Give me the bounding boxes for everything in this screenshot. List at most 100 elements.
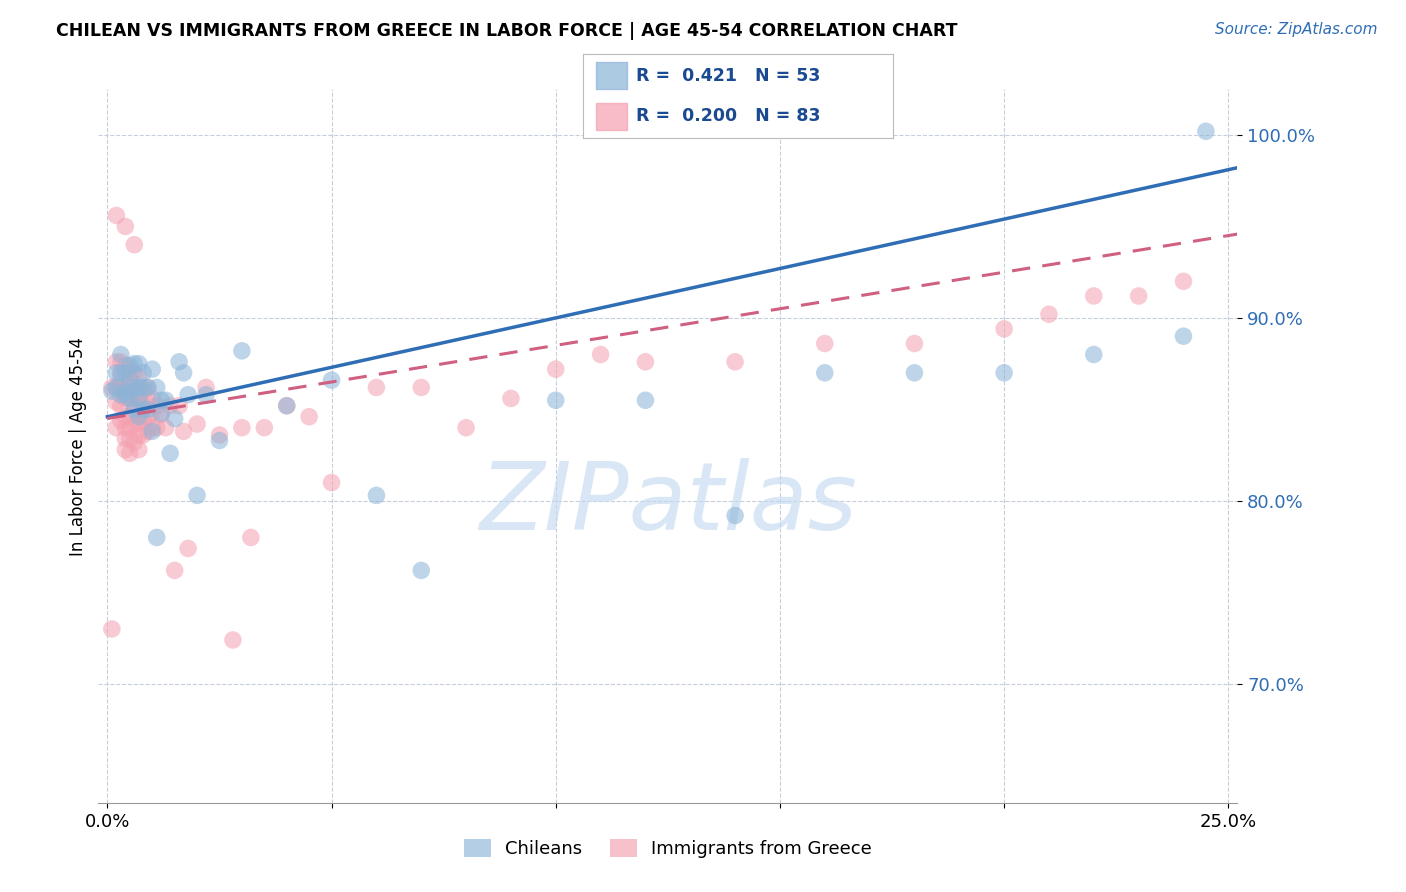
Point <box>814 366 837 380</box>
Point <box>1038 307 1060 321</box>
Point <box>132 402 155 417</box>
Point <box>110 366 132 380</box>
Point <box>276 399 298 413</box>
Point <box>118 420 141 434</box>
Point <box>208 434 231 448</box>
Point <box>155 420 177 434</box>
Point <box>110 355 132 369</box>
Point <box>118 366 141 380</box>
Point <box>231 343 253 358</box>
Point <box>195 388 218 402</box>
Point <box>110 380 132 394</box>
Point <box>903 336 925 351</box>
Point <box>150 406 173 420</box>
Point <box>124 384 146 398</box>
Point <box>145 380 167 394</box>
Point <box>132 384 155 398</box>
Point <box>105 355 128 369</box>
Point <box>239 531 262 545</box>
Point <box>132 380 155 394</box>
Text: CHILEAN VS IMMIGRANTS FROM GREECE IN LABOR FORCE | AGE 45-54 CORRELATION CHART: CHILEAN VS IMMIGRANTS FROM GREECE IN LAB… <box>56 22 957 40</box>
Legend: Chileans, Immigrants from Greece: Chileans, Immigrants from Greece <box>457 831 879 865</box>
Point <box>163 411 186 425</box>
Y-axis label: In Labor Force | Age 45-54: In Labor Force | Age 45-54 <box>69 336 87 556</box>
Point <box>128 399 150 413</box>
Point <box>128 428 150 442</box>
Point <box>114 219 136 234</box>
Point <box>903 366 925 380</box>
Point <box>155 393 177 408</box>
Point <box>114 359 136 373</box>
Point <box>634 393 657 408</box>
Point <box>118 373 141 387</box>
Point <box>1083 289 1105 303</box>
Text: R =  0.200   N = 83: R = 0.200 N = 83 <box>636 107 821 125</box>
Point <box>110 347 132 361</box>
Point <box>1083 347 1105 361</box>
Point <box>101 622 124 636</box>
Point <box>105 380 128 394</box>
Point <box>114 388 136 402</box>
Point <box>177 388 200 402</box>
Point <box>124 357 146 371</box>
Point <box>136 402 159 417</box>
Point <box>124 402 146 417</box>
Point <box>454 420 477 434</box>
Point <box>114 432 136 446</box>
Point <box>173 425 195 439</box>
Point <box>118 392 141 406</box>
Point <box>724 508 747 523</box>
Point <box>136 425 159 439</box>
Point <box>128 369 150 384</box>
Point <box>136 380 159 394</box>
Point <box>128 392 150 406</box>
Point <box>105 209 128 223</box>
Point <box>114 384 136 398</box>
Point <box>993 322 1015 336</box>
Point <box>634 355 657 369</box>
Point <box>110 413 132 427</box>
Point <box>141 420 163 434</box>
Point <box>1128 289 1150 303</box>
Point <box>186 488 208 502</box>
Point <box>132 399 155 413</box>
Point <box>128 384 150 398</box>
Point <box>208 428 231 442</box>
Point <box>993 366 1015 380</box>
Point <box>114 380 136 394</box>
Point <box>167 399 190 413</box>
Point <box>124 417 146 431</box>
Point <box>145 399 167 413</box>
Point <box>114 420 136 434</box>
Point <box>118 432 141 446</box>
Point <box>110 399 132 413</box>
Point <box>366 488 388 502</box>
Point <box>128 380 150 394</box>
Point <box>276 399 298 413</box>
Text: R =  0.421   N = 53: R = 0.421 N = 53 <box>636 67 821 85</box>
Point <box>141 425 163 439</box>
Point <box>132 366 155 380</box>
Point <box>186 417 208 431</box>
Point <box>231 420 253 434</box>
Text: ZIPatlas: ZIPatlas <box>479 458 856 549</box>
Point <box>114 366 136 380</box>
Point <box>195 380 218 394</box>
Point <box>141 392 163 406</box>
Point <box>814 336 837 351</box>
Point <box>499 392 522 406</box>
Point <box>118 446 141 460</box>
Point <box>589 347 612 361</box>
Point <box>724 355 747 369</box>
Point <box>124 399 146 413</box>
Point <box>163 563 186 577</box>
Point <box>321 475 343 490</box>
Point <box>110 388 132 402</box>
Point <box>177 541 200 556</box>
Point <box>114 392 136 406</box>
Point <box>366 380 388 394</box>
Point <box>118 409 141 424</box>
Point <box>105 366 128 380</box>
Point <box>150 393 173 408</box>
Point <box>145 420 167 434</box>
